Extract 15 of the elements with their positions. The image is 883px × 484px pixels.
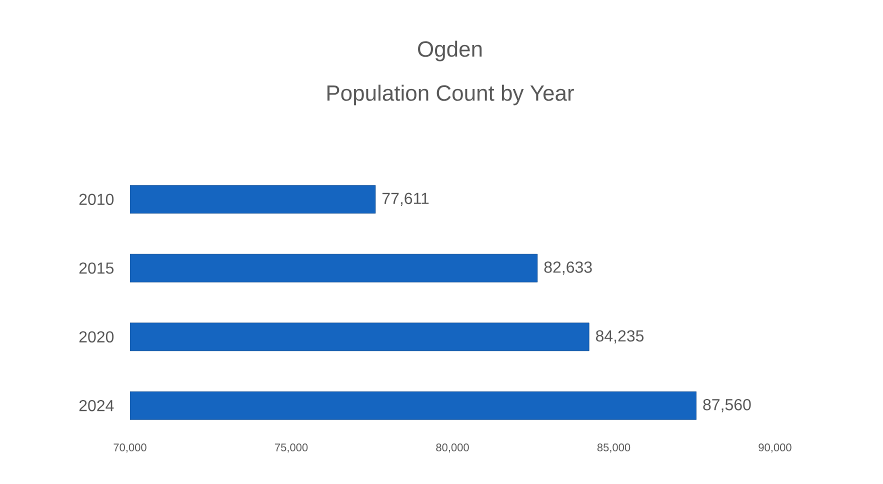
y-tick-label: 2010 bbox=[79, 194, 114, 206]
chart-subtitle: Population Count by Year bbox=[327, 84, 574, 106]
x-tick-label: 80,000 bbox=[436, 444, 469, 453]
data-label: 87,560 bbox=[703, 399, 751, 412]
data-label: 77,611 bbox=[382, 192, 429, 206]
chart-title: Ogden bbox=[418, 40, 482, 62]
x-tick-label: 85,000 bbox=[597, 444, 630, 453]
x-tick-label: 90,000 bbox=[758, 444, 792, 453]
x-tick-label: 70,000 bbox=[114, 444, 146, 453]
data-label: 84,235 bbox=[596, 330, 644, 344]
y-tick-label: 2020 bbox=[79, 331, 114, 343]
x-tick-label: 75,000 bbox=[275, 444, 308, 453]
data-label: 82,633 bbox=[544, 262, 592, 275]
y-tick-label: 2015 bbox=[79, 262, 114, 274]
y-tick-label: 2024 bbox=[79, 400, 114, 412]
